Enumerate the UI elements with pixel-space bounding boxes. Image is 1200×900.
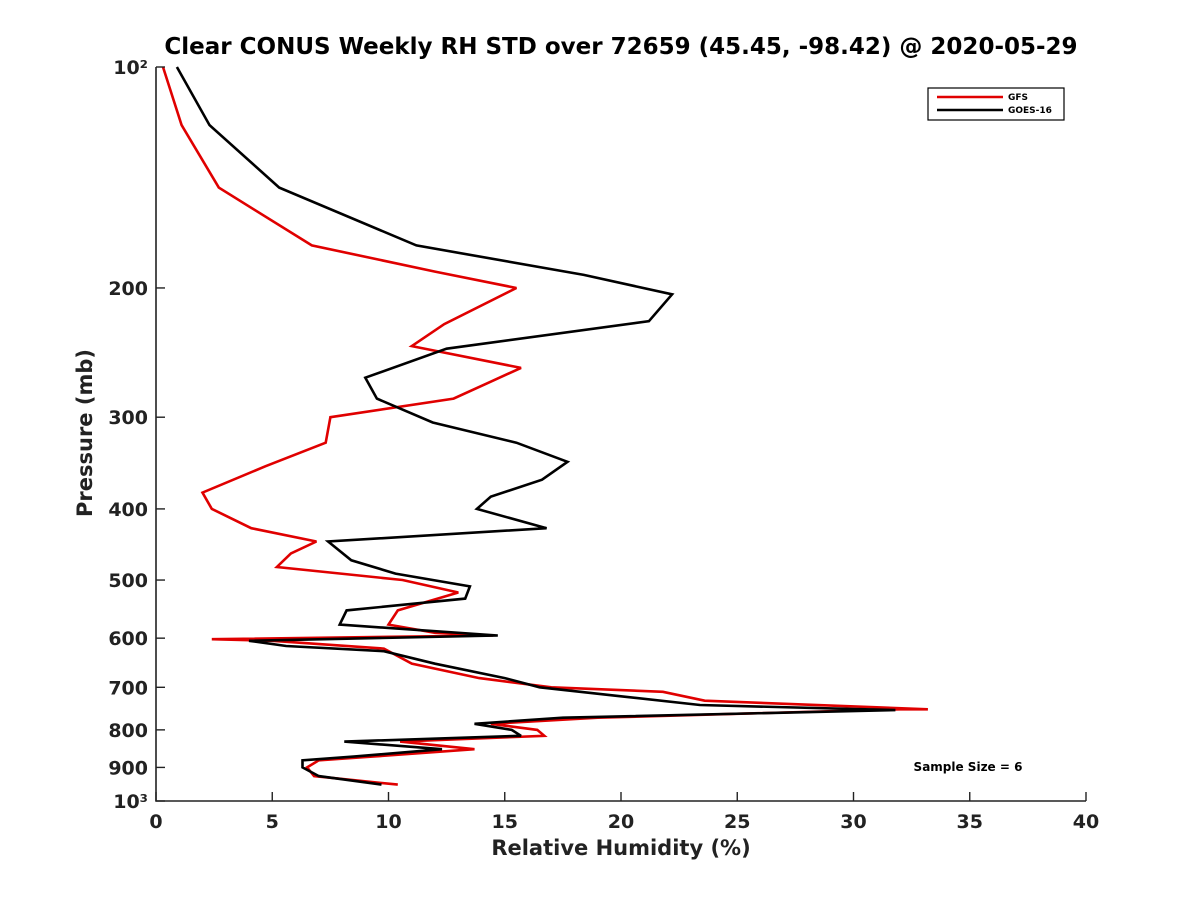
legend: GFS GOES-16 — [927, 87, 1065, 121]
plot-area — [156, 67, 1086, 801]
y-tick-label: 10³ — [113, 791, 148, 813]
x-tick-label: 30 — [840, 811, 866, 833]
series-group — [161, 66, 928, 786]
y-tick-label: 200 — [108, 278, 148, 300]
sample-size-annotation: Sample Size = 6 — [914, 760, 1023, 774]
x-tick-label: 5 — [266, 811, 279, 833]
x-tick-label: 0 — [149, 811, 162, 833]
y-axis: 10² 200 300 400 500 600 700 800 900 10³ — [108, 57, 165, 813]
y-tick-label: 700 — [108, 677, 148, 699]
x-axis-label: Relative Humidity (%) — [491, 836, 750, 860]
x-tick-label: 40 — [1073, 811, 1099, 833]
series-line-goes16 — [175, 66, 896, 786]
y-axis-label: Pressure (mb) — [73, 349, 97, 517]
y-tick-label: 500 — [108, 570, 148, 592]
x-tick-label: 35 — [957, 811, 983, 833]
chart-title: Clear CONUS Weekly RH STD over 72659 (45… — [164, 34, 1077, 60]
legend-label-goes16: GOES-16 — [1008, 106, 1052, 116]
x-tick-label: 20 — [608, 811, 634, 833]
x-tick-label: 10 — [375, 811, 401, 833]
y-tick-label: 800 — [108, 720, 148, 742]
legend-box — [927, 87, 1065, 121]
y-tick-label: 400 — [108, 499, 148, 521]
y-tick-label: 300 — [108, 407, 148, 429]
y-tick-label: 900 — [108, 757, 148, 779]
y-tick-label: 10² — [113, 57, 148, 79]
x-axis: 0 5 10 15 20 25 30 35 40 — [149, 792, 1099, 833]
y-tick-label: 600 — [108, 628, 148, 650]
legend-label-gfs: GFS — [1008, 93, 1028, 103]
x-tick-label: 15 — [492, 811, 518, 833]
x-tick-label: 25 — [724, 811, 750, 833]
